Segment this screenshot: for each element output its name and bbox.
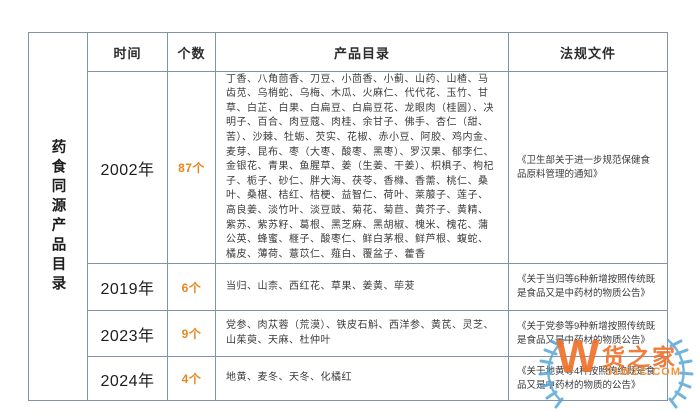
row-2019-count: 6个 — [168, 264, 216, 311]
food-medicine-homology-table: 药食同源产品目录 时间 个数 产品目录 法规文件 2002年 87个 丁香、八角… — [28, 32, 668, 401]
row-2002-regulation: 《卫生部关于进一步规范保健食品原料管理的通知》 — [509, 72, 668, 264]
row-2019-products: 当归、山柰、西红花、草果、姜黄、荜茇 — [216, 264, 509, 311]
row-2024-count: 4个 — [168, 357, 216, 401]
row-2019-regulation: 《关于当归等6种新增按照传统既是食品又是中药材的物质公告》 — [509, 264, 668, 311]
table-side-label-cell: 药食同源产品目录 — [29, 33, 88, 401]
row-2023-count: 9个 — [168, 311, 216, 357]
column-header-count: 个数 — [168, 33, 216, 72]
row-2023-products: 党参、肉苁蓉（荒漠）、铁皮石斛、西洋参、黄芪、灵芝、山茱萸、天麻、杜仲叶 — [216, 311, 509, 357]
column-header-regulation: 法规文件 — [509, 33, 668, 72]
column-header-time: 时间 — [88, 33, 168, 72]
row-2024-products: 地黄、麦冬、天冬、化橘红 — [216, 357, 509, 401]
row-2024-year: 2024年 — [88, 357, 168, 401]
row-2019-year: 2019年 — [88, 264, 168, 311]
row-2023-year: 2023年 — [88, 311, 168, 357]
row-2002-products: 丁香、八角茴香、刀豆、小茴香、小蓟、山药、山楂、马齿苋、乌梢蛇、乌梅、木瓜、火麻… — [216, 72, 509, 264]
row-2002-year: 2002年 — [88, 72, 168, 264]
row-2002-count: 87个 — [168, 72, 216, 264]
row-2024-regulation: 《关于地黄等4种按照传统既是食品又是中药材的物质的公告》 — [509, 357, 668, 401]
row-2023-regulation: 《关于党参等9种新增按照传统既是食品又是中药材的物质公告》 — [509, 311, 668, 357]
column-header-catalog: 产品目录 — [216, 33, 509, 72]
side-label-text: 药食同源产品目录 — [49, 138, 66, 295]
